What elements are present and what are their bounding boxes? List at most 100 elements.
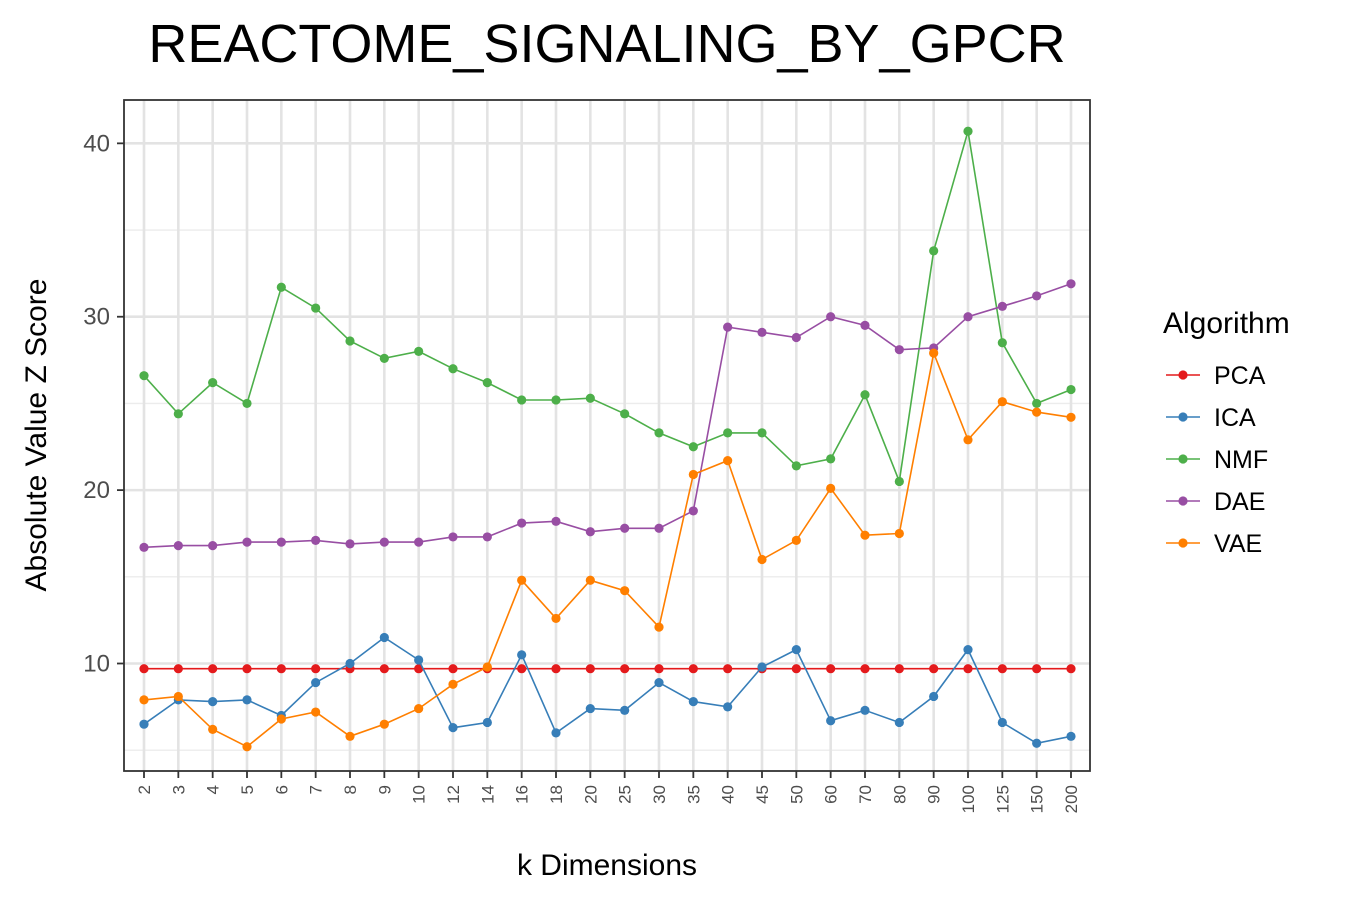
data-point-ica	[723, 702, 733, 712]
data-point-nmf	[551, 395, 561, 405]
data-point-pca	[997, 664, 1007, 674]
x-tick-label: 25	[616, 785, 635, 804]
data-point-pca	[242, 664, 252, 674]
data-point-nmf	[311, 303, 321, 313]
data-point-pca	[551, 664, 561, 674]
data-point-ica	[997, 717, 1007, 728]
x-axis-title: k Dimensions	[517, 849, 697, 882]
series-line-vae	[143, 350, 1072, 748]
data-point-pca	[791, 664, 801, 674]
data-point-vae	[929, 348, 939, 358]
data-point-ica	[208, 697, 218, 707]
data-point-vae	[242, 742, 252, 752]
data-point-vae	[139, 695, 149, 705]
data-point-dae	[826, 312, 836, 322]
data-point-vae	[551, 613, 561, 624]
data-point-ica	[929, 691, 939, 702]
data-point-pca	[826, 664, 836, 674]
x-tick-label: 150	[1028, 785, 1047, 813]
data-point-dae	[448, 532, 458, 542]
x-tick-label: 7	[307, 785, 326, 794]
data-point-vae	[654, 622, 664, 632]
data-point-ica	[688, 697, 698, 707]
data-point-ica	[963, 645, 973, 655]
grid	[124, 100, 1090, 771]
y-tick-label: 30	[83, 304, 110, 331]
data-point-pca	[173, 664, 183, 674]
x-tick-label: 200	[1062, 785, 1081, 813]
data-point-nmf	[585, 393, 595, 403]
data-point-nmf	[757, 428, 767, 438]
y-axis-title: Absolute Value Z Score	[20, 279, 53, 592]
x-tick-label: 3	[169, 785, 188, 794]
chart-title: REACTOME_SIGNALING_BY_GPCR	[148, 14, 1065, 74]
data-point-nmf	[654, 428, 664, 438]
x-tick-label: 20	[581, 785, 600, 804]
data-point-dae	[963, 312, 973, 322]
series-line-ica	[143, 636, 1072, 745]
legend-key-point-dae	[1178, 496, 1188, 506]
data-point-nmf	[208, 378, 218, 388]
data-point-dae	[276, 537, 286, 547]
data-point-pca	[929, 664, 939, 674]
data-point-ica	[517, 650, 527, 660]
data-point-dae	[1066, 279, 1076, 289]
data-point-dae	[242, 537, 252, 547]
data-point-ica	[860, 705, 870, 715]
data-point-nmf	[826, 454, 836, 464]
series-layer	[139, 126, 1076, 752]
legend-key-point-ica	[1178, 412, 1188, 422]
series-line-nmf	[143, 130, 1072, 485]
data-point-dae	[585, 527, 595, 537]
data-point-pca	[448, 664, 458, 674]
data-point-ica	[620, 705, 630, 715]
legend-key-point-nmf	[1178, 454, 1188, 464]
data-point-vae	[997, 397, 1007, 407]
x-tick-label: 60	[822, 785, 841, 804]
data-point-dae	[482, 532, 492, 542]
data-point-nmf	[723, 428, 733, 438]
y-tick-label: 20	[83, 477, 110, 504]
x-tick-label: 100	[959, 785, 978, 813]
data-point-dae	[860, 320, 870, 331]
data-point-nmf	[1066, 384, 1076, 395]
y-tick-label: 40	[83, 130, 110, 157]
data-point-vae	[345, 731, 355, 741]
data-point-nmf	[482, 378, 492, 388]
data-point-ica	[791, 645, 801, 655]
data-point-ica	[482, 717, 492, 728]
data-point-nmf	[242, 398, 252, 409]
data-point-dae	[654, 523, 664, 533]
x-tick-label: 35	[684, 785, 703, 804]
data-point-dae	[791, 332, 801, 343]
data-point-ica	[757, 662, 767, 672]
data-point-dae	[1032, 291, 1042, 301]
legend-title: Algorithm	[1163, 307, 1290, 340]
data-point-ica	[448, 723, 458, 733]
data-point-nmf	[517, 395, 527, 405]
data-point-vae	[688, 469, 698, 480]
data-point-pca	[585, 664, 595, 674]
x-tick-label: 40	[719, 785, 738, 804]
data-point-vae	[173, 691, 183, 702]
data-point-vae	[379, 719, 389, 729]
legend-key-point-vae	[1178, 538, 1188, 548]
plot-panel	[123, 99, 1091, 772]
data-point-dae	[173, 540, 183, 551]
data-point-vae	[894, 528, 904, 539]
data-point-nmf	[379, 353, 389, 363]
legend: Algorithm PCA ICA NMF DAE VAE	[1163, 307, 1290, 558]
data-point-ica	[551, 728, 561, 738]
data-point-vae	[414, 703, 424, 714]
legend-label-vae: VAE	[1214, 530, 1262, 558]
data-point-nmf	[414, 346, 424, 357]
x-tick-label: 14	[478, 785, 497, 804]
data-point-pca	[1032, 664, 1042, 674]
data-point-vae	[1066, 412, 1076, 422]
data-point-vae	[482, 662, 492, 672]
data-point-pca	[688, 664, 698, 674]
legend-label-nmf: NMF	[1214, 446, 1268, 474]
data-point-dae	[894, 345, 904, 355]
data-point-ica	[1066, 731, 1076, 741]
